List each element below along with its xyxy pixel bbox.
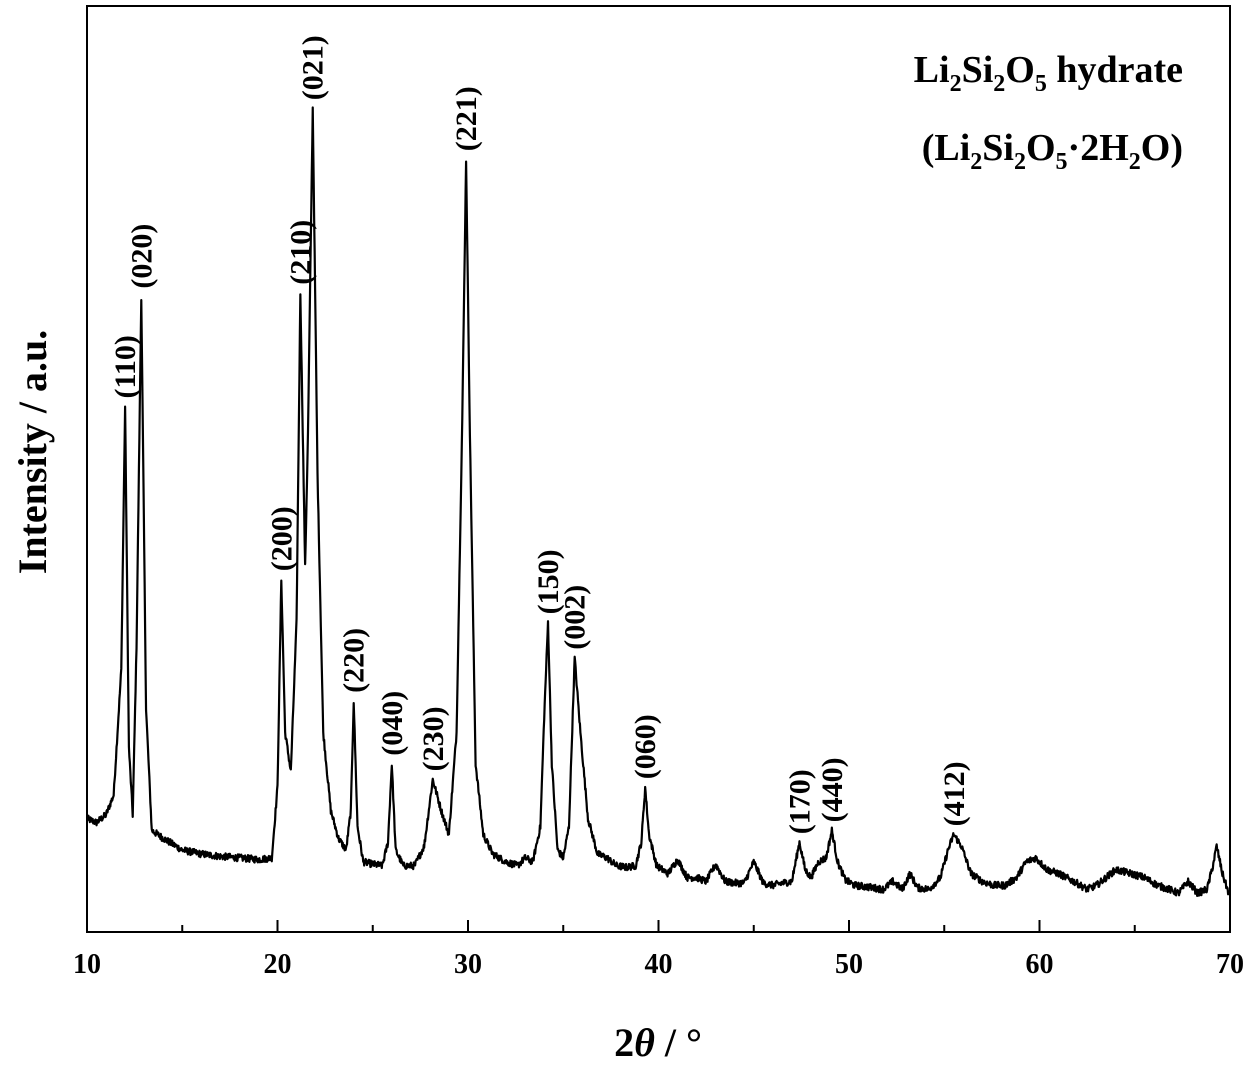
plot-frame (86, 5, 1231, 933)
compound-annotation-line: (Li2Si2O5·2H2O) (922, 127, 1183, 175)
x-tick-label: 20 (264, 949, 292, 980)
x-axis-title-number: 2 (614, 1020, 634, 1065)
peak-label: (412) (938, 761, 971, 826)
peak-label: (200) (265, 506, 298, 571)
peak-label: (040) (376, 691, 409, 756)
peak-label: (170) (784, 769, 817, 834)
peak-label: (210) (284, 220, 317, 285)
x-tick-label: 50 (835, 949, 863, 980)
x-tick-label: 10 (73, 949, 101, 980)
peak-label: (150) (532, 549, 565, 614)
x-tick-label: 30 (454, 949, 482, 980)
plot-area-border (86, 5, 1231, 933)
compound-annotation-line: Li2Si2O5 hydrate (914, 49, 1183, 97)
peak-label: (220) (338, 628, 371, 693)
y-axis-title: Intensity / a.u. (10, 330, 55, 575)
peak-label: (440) (816, 757, 849, 822)
x-axis-title-theta: θ (634, 1020, 655, 1065)
x-axis-tick-labels: 10 20 30 40 50 60 70 (73, 949, 1244, 980)
peak-label: (230) (417, 706, 450, 771)
peak-label: (002) (559, 585, 592, 650)
diffraction-trace (85, 106, 1232, 897)
peak-label: (221) (450, 86, 483, 151)
x-tick-label: 70 (1216, 949, 1244, 980)
peak-label: (021) (297, 35, 330, 100)
x-axis-title-unit: / ° (655, 1020, 702, 1065)
peak-labels: (110) (020) (200) (210) (021) (220)(040) (230)… (109, 35, 971, 834)
x-axis-ticks (86, 920, 1231, 932)
compound-annotation: Li2Si2O5 hydrate (Li2Si2O5·2H2O) (914, 49, 1183, 175)
x-tick-label: 40 (645, 949, 673, 980)
x-axis-title: 2θ / ° (614, 1020, 702, 1065)
peak-label: (060) (629, 714, 662, 779)
x-tick-label: 60 (1026, 949, 1054, 980)
peak-label: (110) (109, 335, 142, 398)
peak-label: (020) (125, 224, 158, 289)
diffraction-trace-layer (85, 106, 1232, 897)
